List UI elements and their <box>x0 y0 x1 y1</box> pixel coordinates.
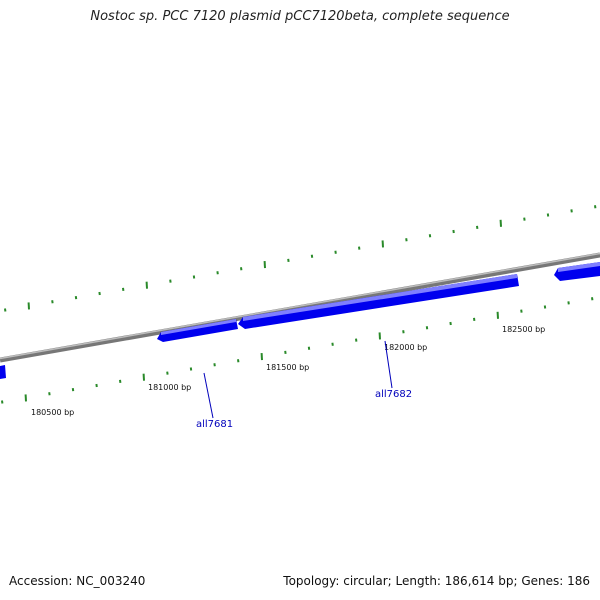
gene-label-all7681[interactable]: all7681 <box>196 419 233 430</box>
forward-tick-row <box>4 205 597 312</box>
gene-all7682[interactable] <box>238 274 519 329</box>
map-title: Nostoc sp. PCC 7120 plasmid pCC7120beta,… <box>90 9 510 24</box>
position-label-181500: 181500 bp <box>266 363 309 372</box>
position-label-182500: 182500 bp <box>502 325 545 334</box>
sequence-stats: Topology: circular; Length: 186,614 bp; … <box>283 574 590 588</box>
gene-label-leader-all7682 <box>384 340 393 389</box>
sequence-backbone <box>0 252 600 363</box>
gene-far-left[interactable] <box>0 365 6 379</box>
gene-right-edge[interactable] <box>554 262 600 281</box>
gene-all7681[interactable] <box>157 319 238 342</box>
reverse-tick-row <box>1 297 594 404</box>
accession-label: Accession: NC_003240 <box>9 574 146 588</box>
position-label-181000: 181000 bp <box>148 383 191 392</box>
gene-label-all7682[interactable]: all7682 <box>375 389 412 400</box>
position-label-182000: 182000 bp <box>384 343 427 352</box>
gene-label-leader-all7681 <box>203 372 214 419</box>
position-label-180500: 180500 bp <box>31 408 74 417</box>
